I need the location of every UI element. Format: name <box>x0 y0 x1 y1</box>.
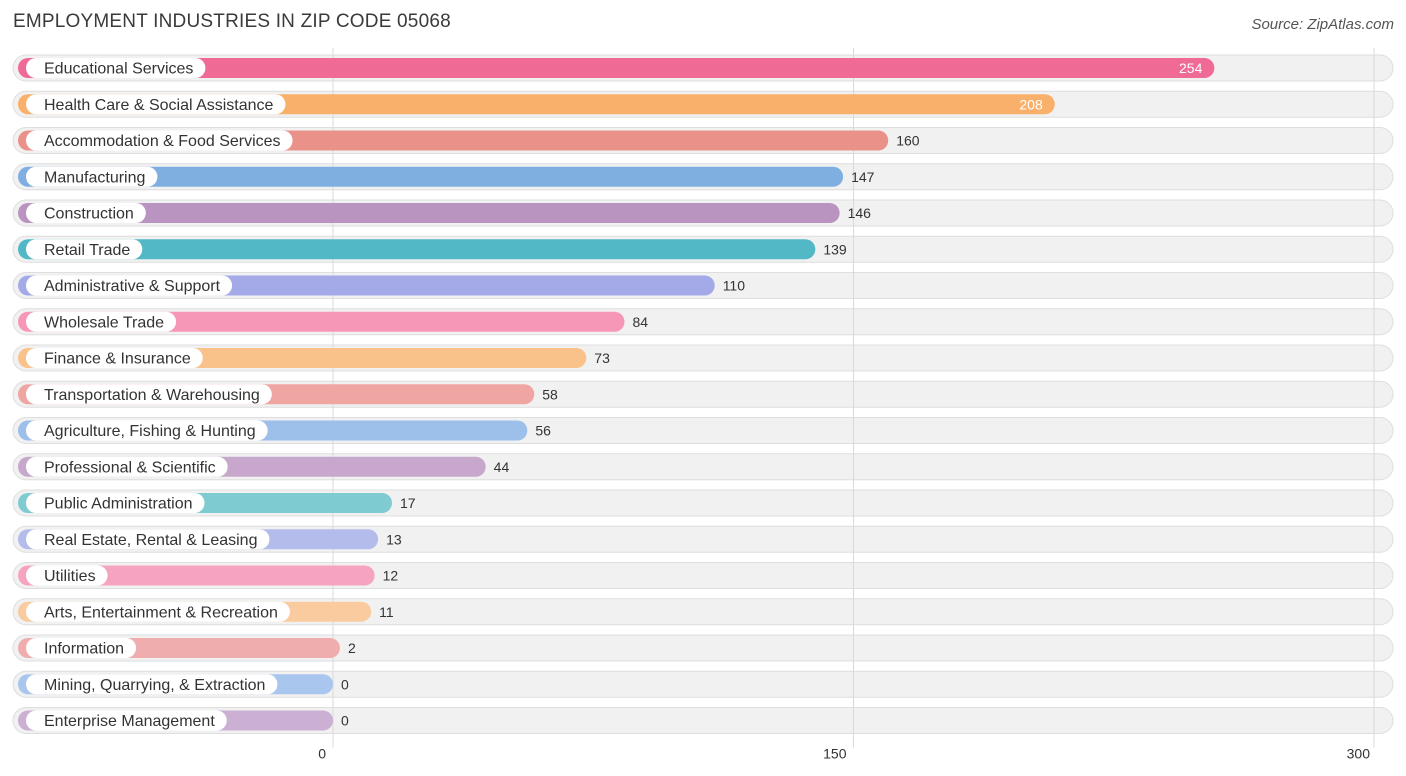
value-label: 2 <box>348 640 356 656</box>
category-label: Administrative & Support <box>44 278 221 295</box>
value-label: 208 <box>1019 96 1043 112</box>
category-label: Manufacturing <box>44 169 145 186</box>
category-label-pill <box>26 638 137 658</box>
category-label: Public Administration <box>44 496 193 513</box>
category-label: Construction <box>44 206 134 223</box>
chart-title: EMPLOYMENT INDUSTRIES IN ZIP CODE 05068 <box>13 11 451 32</box>
value-label: 147 <box>851 169 875 185</box>
chart-source: Source: ZipAtlas.com <box>1251 16 1394 33</box>
category-label: Agriculture, Fishing & Hunting <box>44 423 256 440</box>
value-label: 139 <box>823 241 847 257</box>
value-label: 160 <box>896 133 920 149</box>
category-label: Health Care & Social Assistance <box>44 97 274 114</box>
value-label: 84 <box>632 314 648 330</box>
category-label: Accommodation & Food Services <box>44 133 281 150</box>
category-label: Arts, Entertainment & Recreation <box>44 604 278 621</box>
value-labels: 254 208 160 147 146 139 110 84 73 58 56 44 17 13 12 11 2… <box>341 60 1203 729</box>
category-label-pill <box>26 710 227 731</box>
category-label-pill <box>26 239 143 260</box>
value-label: 254 <box>1179 60 1203 76</box>
category-label-pill <box>26 384 272 405</box>
value-label: 11 <box>379 604 394 620</box>
category-label: Finance & Insurance <box>44 351 191 368</box>
value-label: 110 <box>723 278 746 294</box>
bar <box>18 239 816 260</box>
category-label-pill <box>26 311 177 332</box>
row-background <box>12 634 1394 662</box>
category-label: Enterprise Management <box>44 713 215 730</box>
category-label: Educational Services <box>44 61 193 78</box>
value-label: 146 <box>848 205 872 221</box>
category-label: Utilities <box>44 568 96 585</box>
category-labels: Educational Services Health Care & Social… <box>26 58 293 731</box>
bar <box>18 565 375 586</box>
value-label: 17 <box>400 495 416 511</box>
value-label: 12 <box>383 568 399 584</box>
category-label-pill <box>26 529 270 550</box>
value-label: 0 <box>341 676 349 692</box>
row-background <box>12 707 1394 734</box>
category-label-pill <box>26 565 108 586</box>
category-label-pill <box>26 493 205 513</box>
category-label: Retail Trade <box>44 242 130 259</box>
category-label: Transportation & Warehousing <box>44 387 260 404</box>
bar <box>18 203 840 223</box>
x-tick-label: 300 <box>1347 746 1371 762</box>
x-tick-label: 0 <box>318 746 326 762</box>
category-label-pill <box>26 601 290 622</box>
category-label-pill <box>26 58 206 78</box>
value-label: 56 <box>535 423 551 439</box>
category-label: Professional & Scientific <box>44 459 216 476</box>
x-axis-ticks: 0 150 300 <box>318 746 1370 762</box>
value-label: 44 <box>494 459 510 475</box>
value-label: 73 <box>594 350 610 366</box>
value-label: 58 <box>542 386 558 402</box>
bar <box>18 58 1215 78</box>
category-label-pill <box>26 456 228 477</box>
category-label: Information <box>44 641 124 658</box>
category-label-pill <box>26 130 293 151</box>
category-label: Real Estate, Rental & Leasing <box>44 532 257 549</box>
category-label-pill <box>26 420 268 441</box>
x-tick-label: 150 <box>823 746 847 762</box>
category-label-pill <box>26 166 158 187</box>
bar <box>18 166 844 187</box>
category-label: Wholesale Trade <box>44 314 164 331</box>
row-background <box>12 670 1394 698</box>
category-label-pill <box>26 203 146 223</box>
value-label: 13 <box>386 531 402 547</box>
value-label: 0 <box>341 713 349 729</box>
category-label-pill <box>26 348 203 368</box>
category-label-pill <box>26 94 286 115</box>
category-label-pill <box>26 674 278 695</box>
category-label: Mining, Quarrying, & Extraction <box>44 677 265 694</box>
category-label-pill <box>26 275 233 296</box>
